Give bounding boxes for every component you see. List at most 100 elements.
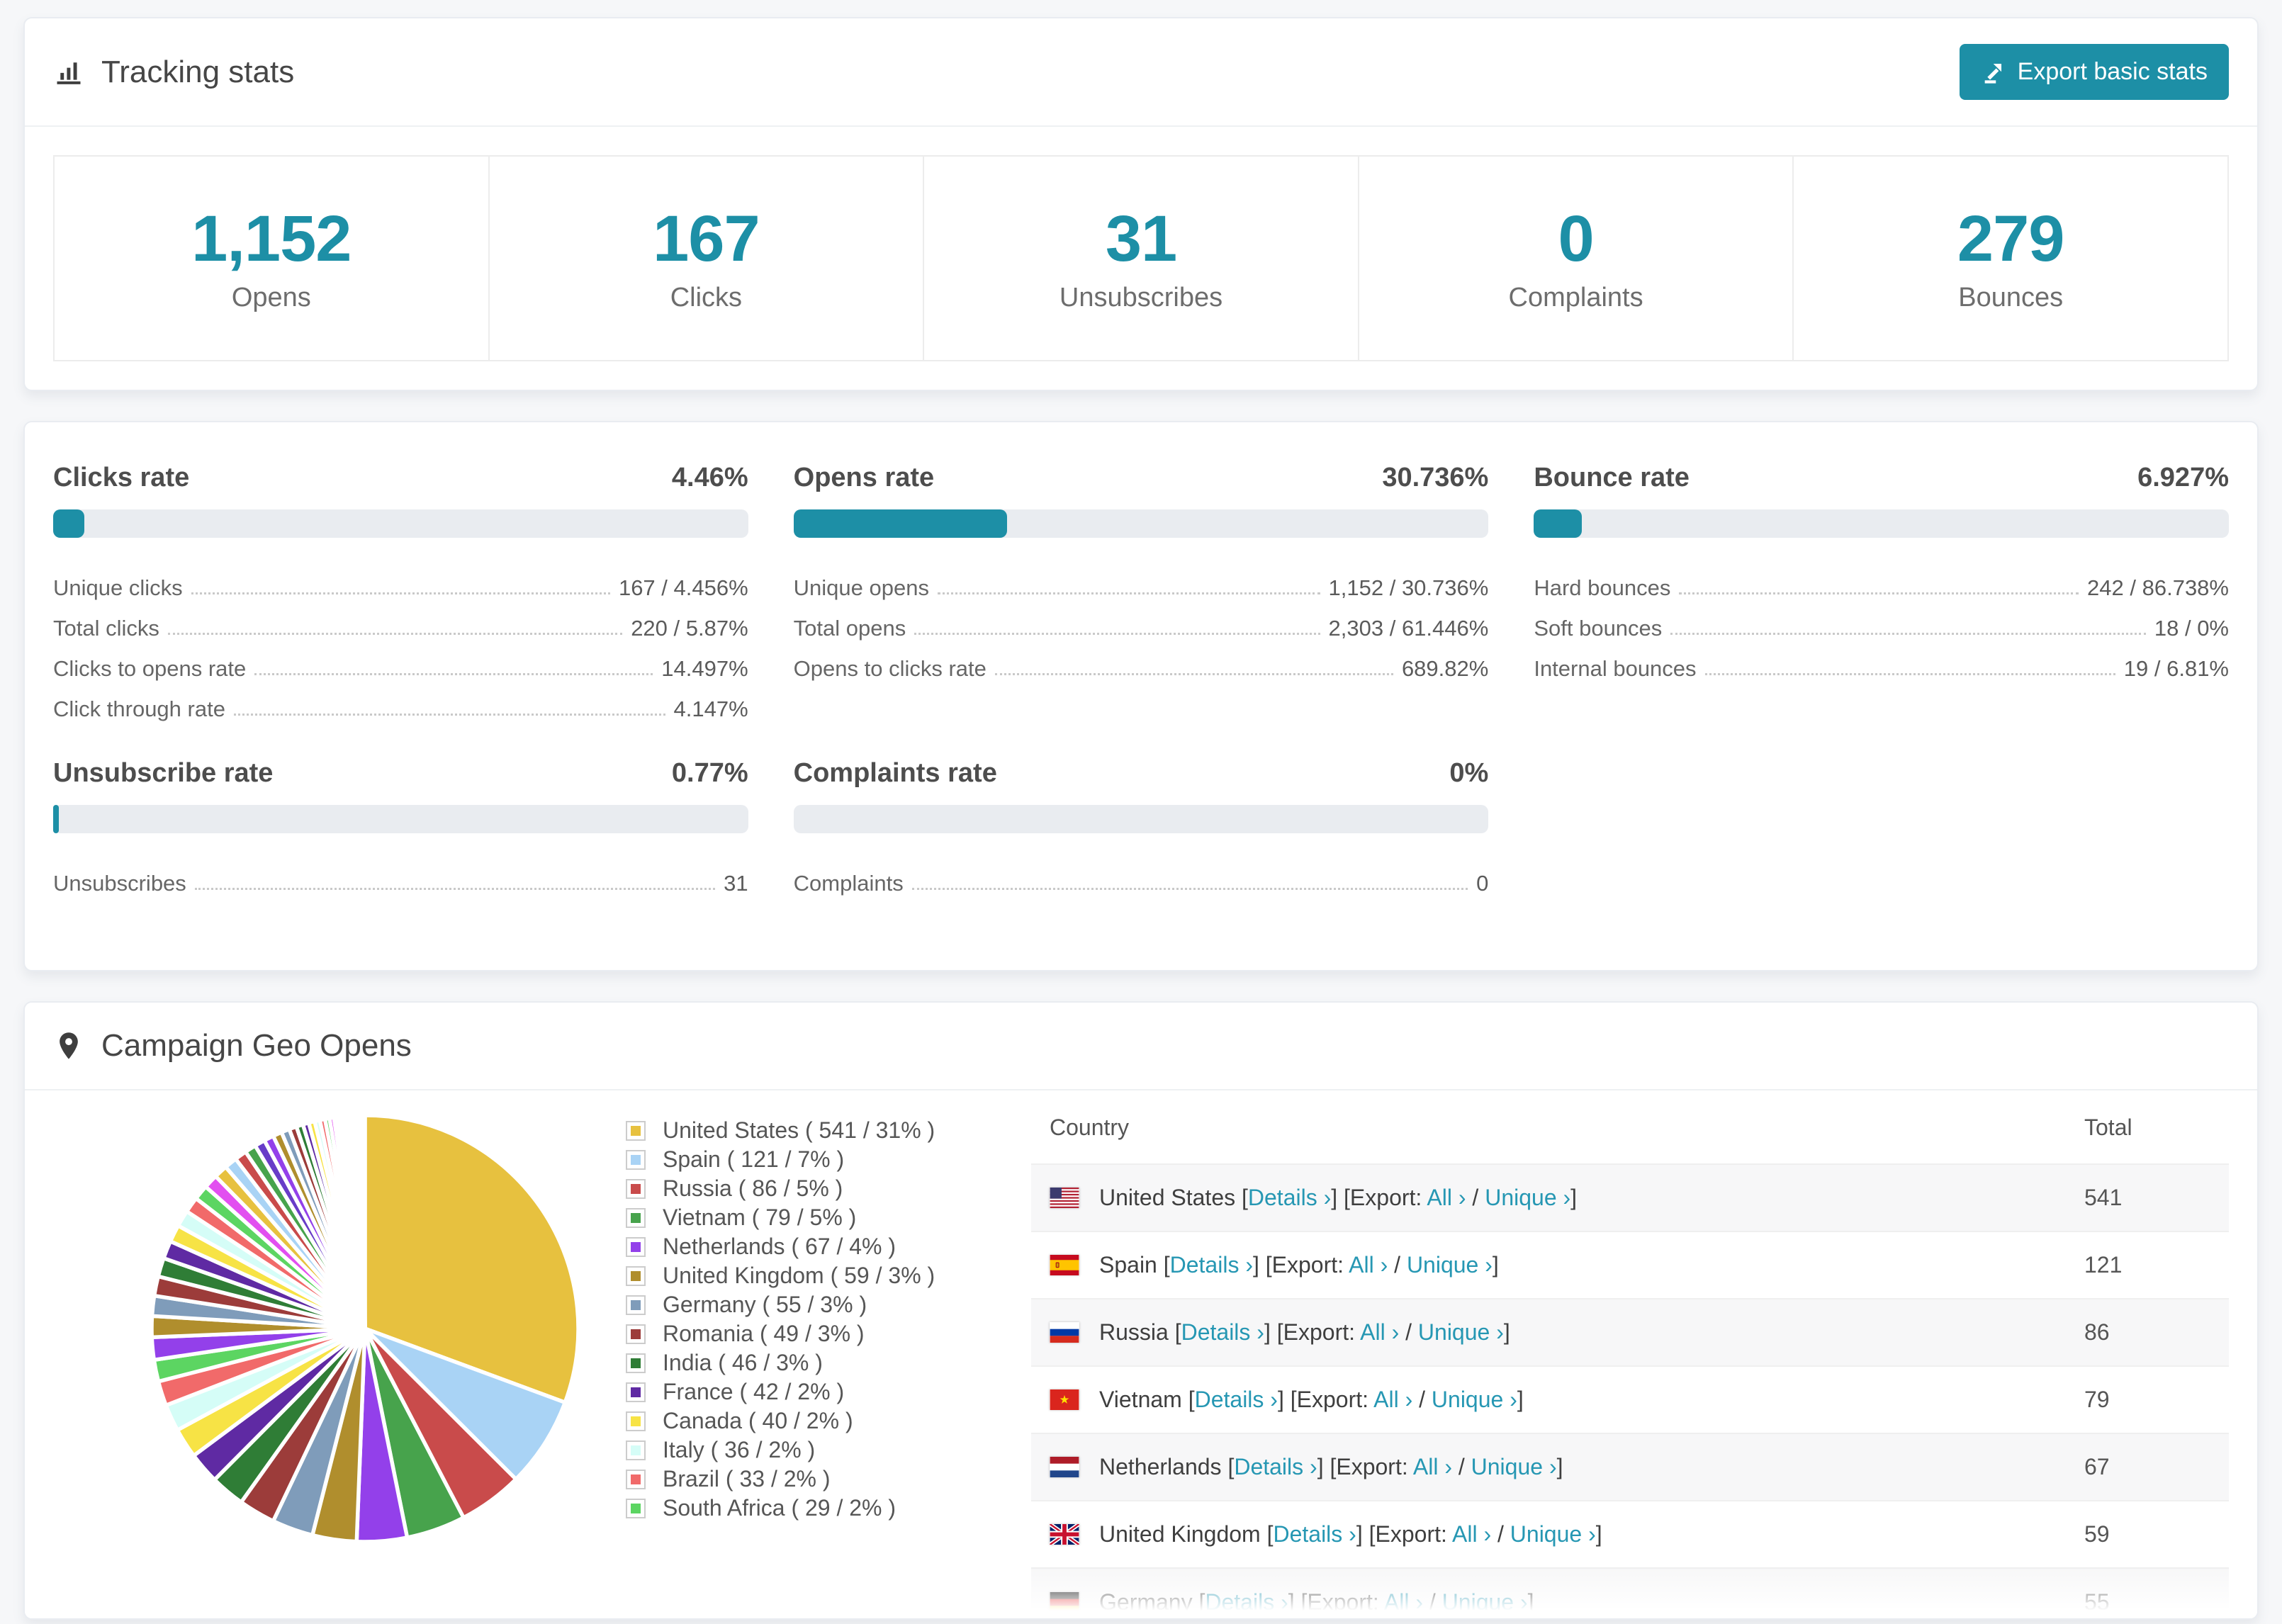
rate-value: 0.77%: [671, 758, 748, 788]
geo-export-unique-link-russia[interactable]: Unique ›: [1417, 1319, 1504, 1345]
rate-progress-fill: [53, 805, 59, 833]
country-name: United Kingdom: [1099, 1521, 1267, 1547]
legend-label: Vietnam ( 79 / 5% ): [663, 1205, 857, 1230]
legend-label: Netherlands ( 67 / 4% ): [663, 1234, 896, 1259]
rate-block-header: Clicks rate 4.46%: [53, 462, 748, 494]
geo-export-all-link-russia[interactable]: All ›: [1360, 1319, 1400, 1345]
pie-slice-united-states[interactable]: [363, 1113, 580, 1405]
legend-swatch: [627, 1122, 644, 1139]
geo-table-row-spain: Spain [Details ›] [Export: All › / Uniqu…: [1031, 1231, 2229, 1299]
summary-value: 31: [1105, 203, 1177, 275]
geo-details-link-united-kingdom[interactable]: Details ›: [1273, 1521, 1356, 1547]
geo-export-unique-link-united-states[interactable]: Unique ›: [1485, 1185, 1571, 1210]
pie-slice-other-57[interactable]: [362, 1113, 367, 1331]
stat-label: Total opens: [793, 616, 906, 641]
geo-export-all-link-united-kingdom[interactable]: All ›: [1452, 1521, 1492, 1547]
geo-opens-header: Campaign Geo Opens: [25, 1003, 2257, 1090]
geo-export-all-link-netherlands[interactable]: All ›: [1412, 1454, 1452, 1479]
geo-details-link-netherlands[interactable]: Details ›: [1234, 1454, 1317, 1479]
legend-label: Spain ( 121 / 7% ): [663, 1146, 845, 1172]
geo-details-link-united-states[interactable]: Details ›: [1247, 1185, 1332, 1210]
rate-stat-row-opens-to-clicks-rate: Opens to clicks rate 689.82%: [794, 641, 1489, 682]
legend-label: Romania ( 49 / 3% ): [663, 1321, 865, 1346]
geo-details-link-germany[interactable]: Details ›: [1205, 1589, 1288, 1615]
stat-value: 167 / 4.456%: [618, 575, 748, 600]
country-name: United States: [1099, 1185, 1242, 1210]
stat-label: Internal bounces: [1534, 656, 1697, 681]
country-cell: United States [Details ›] [Export: All ›…: [1050, 1185, 2066, 1211]
flag-nl-icon: [1050, 1457, 1079, 1477]
geo-export-unique-link-netherlands[interactable]: Unique ›: [1471, 1454, 1557, 1479]
bar-chart-icon: [57, 62, 81, 84]
dotted-leader: [911, 888, 1468, 890]
rate-block-bounce-rate: Bounce rate 6.927% Hard bounces 242 / 86.73…: [1534, 462, 2229, 722]
stat-value: 4.147%: [673, 697, 748, 721]
geo-export-unique-link-vietnam[interactable]: Unique ›: [1431, 1387, 1517, 1412]
rate-title: Bounce rate: [1534, 463, 1690, 492]
legend-swatch: [627, 1354, 644, 1372]
legend-label: Brazil ( 33 / 2% ): [663, 1466, 831, 1492]
geo-export-unique-link-united-kingdom[interactable]: Unique ›: [1510, 1521, 1596, 1547]
geo-export-unique-link-germany[interactable]: Unique ›: [1441, 1589, 1528, 1615]
rate-stat-row-internal-bounces: Internal bounces 19 / 6.81%: [1534, 641, 2229, 682]
rate-progress-fill: [53, 509, 84, 538]
dotted-leader: [1670, 633, 2146, 635]
stat-label: Complaints: [793, 871, 904, 896]
country-text: Spain [Details ›] [Export: All › / Uniqu…: [1099, 1252, 1499, 1278]
stat-label: Clicks to opens rate: [53, 656, 247, 681]
export-basic-stats-button[interactable]: Export basic stats: [1959, 44, 2229, 100]
legend-item-spain: Spain ( 121 / 7% ): [627, 1145, 1031, 1174]
total-column-header: Total: [2084, 1115, 2132, 1140]
dotted-leader: [191, 592, 610, 594]
country-name: Vietnam: [1099, 1387, 1188, 1412]
summary-label: Unsubscribes: [1059, 283, 1223, 312]
legend-swatch: [627, 1412, 644, 1430]
export-button-label: Export basic stats: [2017, 58, 2208, 85]
stat-label: Click through rate: [53, 697, 225, 721]
rate-progress-track: [53, 805, 748, 833]
rate-stat-row-clicks-to-opens-rate: Clicks to opens rate 14.497%: [53, 641, 748, 682]
flag-gb-icon: [1050, 1524, 1079, 1545]
geo-details-link-russia[interactable]: Details ›: [1181, 1319, 1264, 1345]
stat-value: 14.497%: [661, 656, 748, 681]
stat-value: 31: [724, 871, 748, 896]
stat-value: 18 / 0%: [2154, 616, 2229, 641]
geo-export-all-link-united-states[interactable]: All ›: [1427, 1185, 1466, 1210]
legend-label: Canada ( 40 / 2% ): [663, 1408, 853, 1433]
geo-export-all-link-spain[interactable]: All ›: [1349, 1252, 1388, 1278]
legend-label: France ( 42 / 2% ): [663, 1379, 845, 1404]
rate-value: 4.46%: [671, 463, 748, 492]
country-name: Netherlands: [1099, 1454, 1228, 1479]
rates-grid: Clicks rate 4.46% Unique clicks 167 / 4.456…: [25, 422, 2257, 970]
legend-label: Germany ( 55 / 3% ): [663, 1292, 867, 1317]
summary-label: Clicks: [670, 283, 743, 312]
rate-progress-track: [793, 805, 1489, 833]
legend-swatch: [627, 1209, 644, 1227]
geo-opens-card: Campaign Geo Opens United States ( 541 /…: [23, 1001, 2259, 1620]
country-text: Russia [Details ›] [Export: All › / Uniq…: [1099, 1319, 1510, 1345]
geo-table-row-vietnam: Vietnam [Details ›] [Export: All › / Uni…: [1031, 1366, 2229, 1433]
country-cell: Vietnam [Details ›] [Export: All › / Uni…: [1050, 1387, 2066, 1413]
legend-swatch: [627, 1470, 644, 1488]
geo-details-link-spain[interactable]: Details ›: [1169, 1252, 1253, 1278]
geo-table-row-netherlands: Netherlands [Details ›] [Export: All › /…: [1031, 1433, 2229, 1501]
tracking-stats-title: Tracking stats: [53, 55, 294, 90]
legend-swatch: [627, 1267, 644, 1285]
country-cell: Russia [Details ›] [Export: All › / Uniq…: [1050, 1319, 2066, 1346]
dotted-leader: [937, 592, 1320, 594]
geo-details-link-vietnam[interactable]: Details ›: [1194, 1387, 1278, 1412]
geo-export-all-link-vietnam[interactable]: All ›: [1373, 1387, 1413, 1412]
page-title: Tracking stats: [101, 54, 295, 89]
legend-item-brazil: Brazil ( 33 / 2% ): [627, 1465, 1031, 1494]
legend-swatch: [627, 1499, 644, 1517]
rate-title: Complaints rate: [793, 758, 997, 788]
geo-export-unique-link-spain[interactable]: Unique ›: [1406, 1252, 1493, 1278]
geo-export-all-link-germany[interactable]: All ›: [1383, 1589, 1424, 1615]
rate-block-opens-rate: Opens rate 30.736% Unique opens 1,152 / 30.…: [793, 462, 1489, 722]
summary-tile-bounces: 279 Bounces: [1792, 157, 2227, 360]
legend-swatch: [627, 1151, 644, 1168]
country-cell: Germany [Details ›] [Export: All › / Uni…: [1050, 1589, 2066, 1615]
legend-item-russia: Russia ( 86 / 5% ): [627, 1174, 1031, 1203]
country-name: Spain: [1099, 1252, 1164, 1278]
flag-es-icon: [1050, 1255, 1079, 1275]
